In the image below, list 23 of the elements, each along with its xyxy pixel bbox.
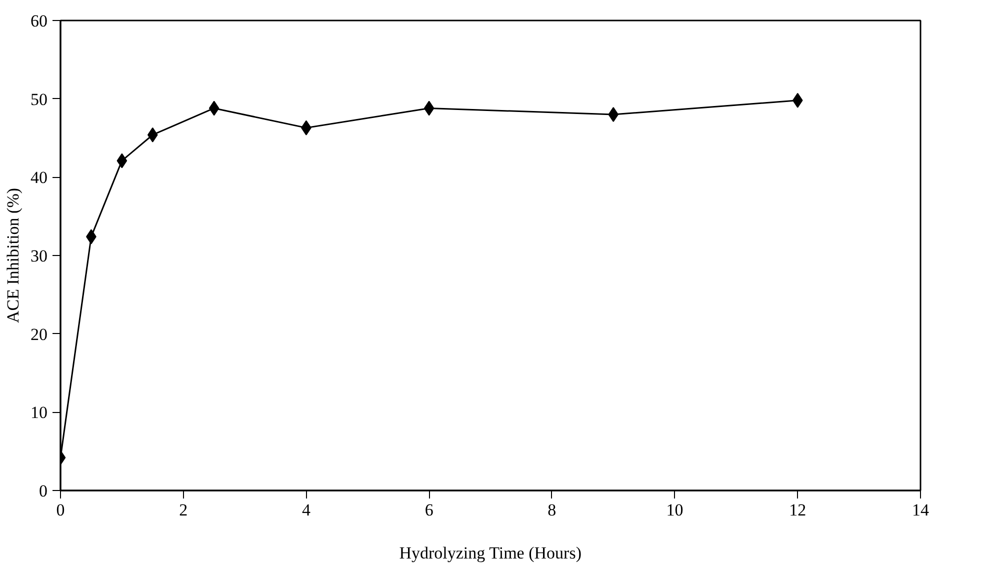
x-tick-label: 10 (666, 500, 684, 520)
y-tick-label: 30 (30, 246, 48, 266)
x-tick-label: 14 (912, 500, 930, 520)
y-axis-title: ACE Inhibition (%) (4, 188, 22, 324)
x-tick-label: 8 (548, 500, 556, 520)
x-tick-label: 6 (424, 500, 434, 520)
y-tick-label: 0 (39, 482, 48, 500)
x-tick-label: 2 (179, 500, 188, 520)
y-tick-label: 20 (30, 324, 48, 344)
point (792, 92, 803, 108)
x-tick-label: 12 (789, 500, 806, 520)
x-tick-label: 0 (56, 500, 65, 520)
x-tick-label: 4 (302, 500, 311, 520)
point (424, 100, 434, 116)
y-tick-label: 50 (30, 90, 48, 109)
y-tick-label: 60 (30, 12, 48, 30)
y-tick-label: 10 (30, 403, 48, 422)
point (147, 127, 158, 142)
x-axis-title: Hydrolyzing Time (Hours) (399, 544, 582, 562)
point (116, 153, 128, 168)
y-tick-label: 40 (30, 168, 48, 188)
point (208, 100, 220, 116)
point (608, 107, 619, 122)
